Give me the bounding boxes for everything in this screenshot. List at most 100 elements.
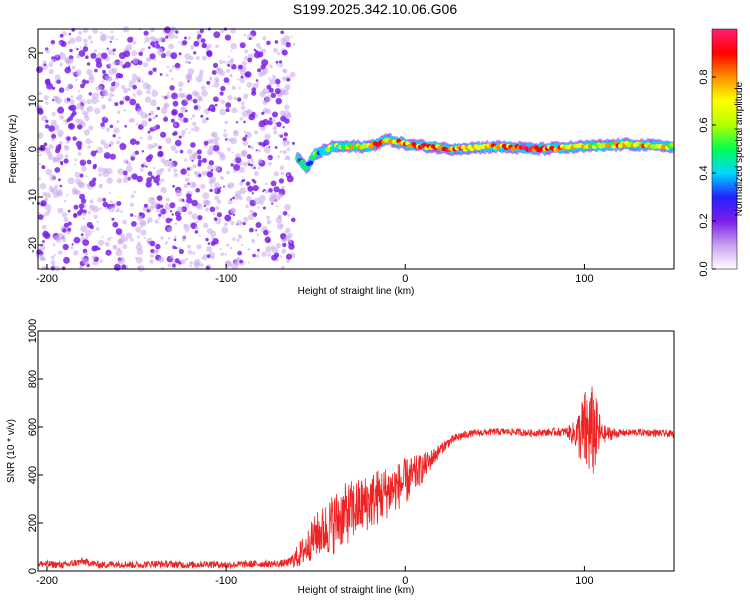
noise-point <box>255 50 259 54</box>
noise-point <box>244 76 248 80</box>
colorbar-label: Normalized spectral amplitude <box>734 81 745 216</box>
noise-point <box>48 68 54 75</box>
noise-point <box>241 176 244 179</box>
noise-point <box>256 206 260 209</box>
noise-point <box>268 188 273 193</box>
noise-point <box>210 230 217 237</box>
noise-point <box>219 70 226 76</box>
noise-point <box>203 140 209 146</box>
noise-point <box>92 165 97 170</box>
noise-point <box>220 99 225 105</box>
noise-point <box>141 150 145 153</box>
noise-point <box>126 232 133 239</box>
noise-point <box>48 125 55 132</box>
noise-point <box>76 54 81 59</box>
noise-point <box>152 116 156 120</box>
noise-point <box>189 55 194 61</box>
noise-point <box>109 140 114 146</box>
noise-point <box>227 55 230 58</box>
noise-point <box>52 243 56 247</box>
noise-point <box>190 98 194 102</box>
noise-point <box>285 42 291 48</box>
noise-point <box>178 52 182 56</box>
noise-point <box>117 168 124 175</box>
noise-point <box>127 87 131 92</box>
noise-point <box>73 250 79 256</box>
noise-point <box>83 129 91 136</box>
noise-point <box>175 215 182 222</box>
noise-point <box>178 41 180 44</box>
noise-point <box>215 142 219 146</box>
noise-point <box>201 256 205 260</box>
noise-point <box>152 67 157 72</box>
noise-point <box>274 88 281 95</box>
noise-point <box>67 227 72 232</box>
noise-point <box>80 225 88 233</box>
noise-point <box>213 81 220 88</box>
noise-point <box>52 99 55 102</box>
noise-point <box>47 78 50 81</box>
noise-point <box>114 153 117 156</box>
noise-point <box>153 142 158 148</box>
colorbar-gradient <box>711 28 738 270</box>
y-tick-label: 400 <box>27 466 39 484</box>
noise-point <box>163 102 170 109</box>
noise-point <box>60 162 63 166</box>
noise-point <box>52 86 56 90</box>
noise-point <box>109 40 112 43</box>
noise-point <box>135 140 140 145</box>
noise-point <box>195 56 200 60</box>
noise-point <box>60 234 66 240</box>
noise-point <box>56 153 64 160</box>
noise-point <box>86 99 92 105</box>
noise-point <box>187 173 190 177</box>
noise-point <box>205 237 209 242</box>
noise-point <box>79 193 86 200</box>
noise-point <box>118 60 124 66</box>
noise-point <box>277 192 284 199</box>
noise-point <box>136 256 143 264</box>
noise-point <box>54 96 58 100</box>
noise-point <box>255 43 261 48</box>
noise-point <box>85 138 92 145</box>
noise-point <box>253 197 261 205</box>
noise-point <box>213 165 221 172</box>
noise-point <box>266 215 270 220</box>
noise-point <box>255 229 258 232</box>
noise-point <box>98 239 105 246</box>
noise-point <box>113 127 120 134</box>
noise-point <box>115 140 120 145</box>
noise-point <box>147 143 153 150</box>
noise-point <box>233 96 238 101</box>
noise-point <box>50 43 53 46</box>
noise-point <box>186 75 193 81</box>
noise-point <box>46 82 53 90</box>
noise-point <box>203 204 207 208</box>
noise-point <box>195 188 200 193</box>
noise-point <box>226 147 231 152</box>
noise-point <box>245 134 248 138</box>
noise-point <box>167 168 171 172</box>
noise-point <box>220 176 223 179</box>
noise-point <box>89 199 94 204</box>
noise-point <box>253 180 257 184</box>
noise-point <box>287 232 293 239</box>
noise-point <box>116 110 121 115</box>
noise-point <box>273 171 279 177</box>
noise-point <box>210 138 214 142</box>
noise-point <box>45 119 49 123</box>
noise-point <box>50 260 56 265</box>
noise-point <box>144 36 151 43</box>
noise-point <box>269 79 272 82</box>
ridge-mark <box>321 149 327 154</box>
noise-point <box>50 40 55 45</box>
noise-point <box>268 64 273 68</box>
noise-point <box>112 134 116 138</box>
noise-point <box>90 140 93 143</box>
noise-point <box>113 81 120 88</box>
ridge-mark <box>310 154 316 160</box>
noise-point <box>247 185 254 192</box>
noise-point <box>148 70 153 76</box>
noise-point <box>200 38 206 43</box>
noise-point <box>284 84 291 91</box>
